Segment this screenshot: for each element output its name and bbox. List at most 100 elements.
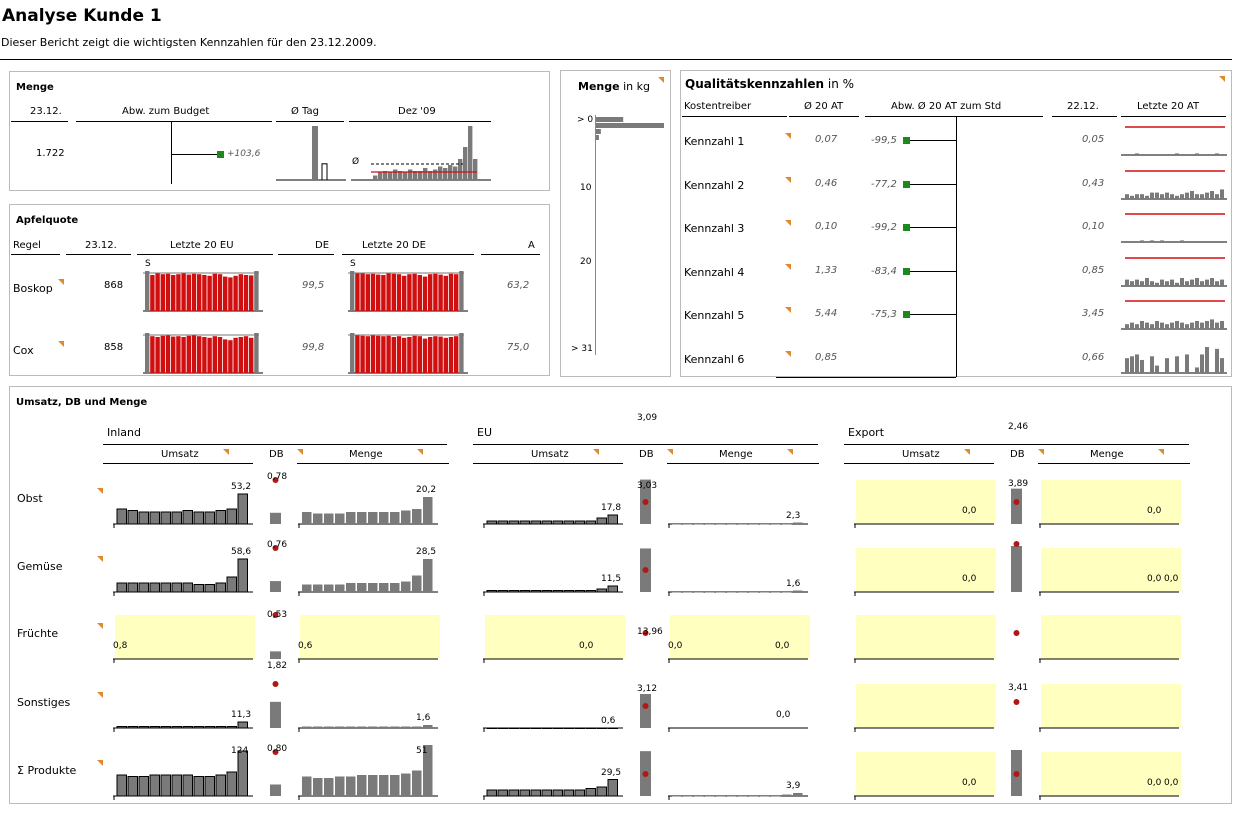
umsatz-bar xyxy=(160,726,171,729)
apfel-bar xyxy=(207,275,212,311)
group-header-0: Inland xyxy=(107,426,141,439)
qual-spark-bar xyxy=(1185,324,1189,329)
umsatz-chart-menge xyxy=(1039,795,1179,800)
umsatz-bar xyxy=(346,726,356,728)
qual-spark-bar xyxy=(1160,240,1164,242)
apfel-bar xyxy=(176,336,181,373)
umsatz-bar xyxy=(771,524,781,525)
qual-spark-bar xyxy=(1175,355,1179,373)
qual-spark-bar xyxy=(1150,240,1154,242)
umsatz-value-label: 3,9 xyxy=(786,781,801,791)
mengekg-header: Menge in kg xyxy=(578,80,650,93)
db-dot xyxy=(642,567,649,573)
umsatz-bar xyxy=(412,575,422,592)
umsatz-chart-umsatz xyxy=(483,727,623,732)
empty-area xyxy=(300,615,440,659)
apfel-bar xyxy=(428,274,433,311)
umsatz-bar xyxy=(530,590,541,593)
umsatz-bar xyxy=(171,582,182,593)
apfel-bar xyxy=(249,275,254,311)
apfel-bar xyxy=(376,335,381,373)
apfel-bar xyxy=(202,275,207,311)
qual-spark-bar xyxy=(1180,240,1184,242)
umsatz-bar xyxy=(738,796,748,797)
apfel-bar xyxy=(360,273,365,311)
umsatz-bar xyxy=(508,727,519,729)
qual-spark-bar xyxy=(1170,279,1174,286)
apfel-bar xyxy=(417,336,422,373)
qual-dev-marker xyxy=(903,137,910,144)
qual-header-abw: Abw. Ø 20 AT zum Std xyxy=(891,101,1002,112)
qual-dev-line xyxy=(907,227,956,228)
dez-bar-18 xyxy=(463,147,468,180)
umsatz-bar xyxy=(683,524,693,525)
qual-title: Qualitätskennzahlen xyxy=(685,77,825,91)
umsatz-bar xyxy=(379,726,389,728)
s-label: S xyxy=(145,259,151,269)
apfel-bar xyxy=(412,335,417,373)
umsatz-chart-umsatz xyxy=(854,523,994,528)
mengekg-bar-2 xyxy=(596,129,601,134)
umsatz-bar xyxy=(116,774,127,797)
umsatz-bar xyxy=(171,774,182,797)
umsatz-chart-umsatz xyxy=(113,493,253,528)
apfel-bar xyxy=(165,273,171,311)
umsatz-bar xyxy=(226,726,237,729)
umsatz-bar xyxy=(596,786,607,797)
umsatz-chart-umsatz xyxy=(483,514,623,528)
umsatz-bar xyxy=(782,794,792,796)
qual-spark-bar xyxy=(1165,192,1169,199)
umsatz-bar xyxy=(368,512,378,524)
apfel-bar xyxy=(412,273,417,311)
umsatz-row-1: Gemüse xyxy=(17,560,63,573)
sub-db: DB xyxy=(1010,449,1025,460)
umsatz-chart-umsatz xyxy=(854,727,994,732)
menge-panel: Menge 23.12. Abw. zum Budget Ø Tag Dez '… xyxy=(9,71,550,191)
umsatz-bar xyxy=(412,509,422,524)
qual-spark-bar xyxy=(1150,192,1154,199)
umsatz-bar xyxy=(771,592,781,593)
db-value-label: 3,41 xyxy=(1008,683,1029,693)
umsatz-value-label: 11,3 xyxy=(231,710,252,720)
umsatz-value-label: 28,5 xyxy=(416,547,437,557)
apfel-bar xyxy=(376,274,381,311)
umsatz-bar xyxy=(423,745,433,796)
qual-spark-bar xyxy=(1125,193,1129,199)
apfel-header-a: A xyxy=(528,240,535,251)
umsatz-bar xyxy=(160,774,171,797)
umsatz-bar xyxy=(497,590,508,593)
apfel-row-de: 99,5 xyxy=(302,280,325,291)
db-dot xyxy=(642,771,649,777)
qual-dev-marker xyxy=(903,224,910,231)
qual-spark-bar xyxy=(1215,153,1219,155)
apfel-bar xyxy=(381,336,386,373)
empty-area xyxy=(856,480,996,524)
qual-spark-bar xyxy=(1220,357,1224,373)
qual-spark-bar xyxy=(1185,192,1189,199)
umsatz-bar xyxy=(486,520,497,525)
apfel-header-eu: Letzte 20 EU xyxy=(170,240,234,251)
qual-spark-bar xyxy=(1165,324,1169,329)
apfel-bar xyxy=(396,336,402,373)
umsatz-chart-menge xyxy=(668,727,808,732)
qual-spark-bar xyxy=(1205,321,1209,329)
umsatz-bar xyxy=(215,582,226,593)
umsatz-row-0: Obst xyxy=(17,492,43,505)
umsatz-chart-menge xyxy=(298,725,438,732)
qual-row-last: 0,43 xyxy=(1082,177,1105,189)
umsatz-bar xyxy=(346,776,356,796)
umsatz-bar xyxy=(423,497,433,524)
umsatz-bar xyxy=(313,726,323,728)
umsatz-bar xyxy=(324,513,334,524)
qual-dev-line xyxy=(907,140,956,141)
umsatz-value-label: 124 xyxy=(231,746,249,756)
qual-row-avg: 0,10 xyxy=(815,221,838,232)
qual-row-avg: 1,33 xyxy=(815,264,838,276)
qual-spark-bar xyxy=(1160,322,1164,329)
dez-bar-13 xyxy=(438,166,443,180)
qual-sparkline xyxy=(1121,346,1227,373)
umsatz-chart-menge xyxy=(298,497,438,528)
umsatz-bar xyxy=(160,511,171,525)
umsatz-bar xyxy=(694,796,704,797)
db-value-label: 3,12 xyxy=(637,684,658,695)
